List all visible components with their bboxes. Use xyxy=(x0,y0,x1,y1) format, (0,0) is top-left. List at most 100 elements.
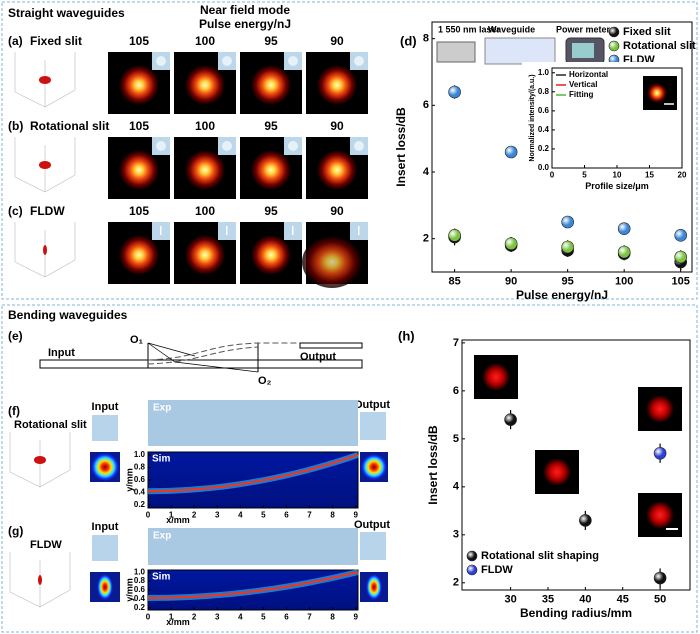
panel-frame xyxy=(1,304,698,633)
x-tick-label: 20 xyxy=(678,171,687,180)
legend-marker xyxy=(466,564,478,576)
point xyxy=(579,514,592,527)
point xyxy=(504,237,518,250)
legend-marker xyxy=(608,26,620,38)
energy-label: 105 xyxy=(129,34,149,48)
panel-label: (h) xyxy=(398,328,415,343)
header: Pulse energy/nJ xyxy=(199,17,291,31)
input-label: Input xyxy=(48,347,75,359)
y-tick-label: 2 xyxy=(423,233,429,245)
point xyxy=(504,413,517,426)
input-mode-spot xyxy=(91,453,119,481)
point xyxy=(448,229,461,242)
x-tick-label: 5 xyxy=(582,171,587,180)
x-tick-label: 9 xyxy=(353,613,358,622)
mode-spot xyxy=(317,150,357,190)
x-tick-label: 4 xyxy=(238,613,243,622)
end-face-mark xyxy=(288,56,298,66)
x-tick-label: 9 xyxy=(353,511,358,520)
x-tick-label: 2 xyxy=(192,613,197,622)
point xyxy=(448,85,461,99)
mode-spot xyxy=(119,235,159,275)
y-tick-label: 1.0 xyxy=(538,68,550,77)
y-axis-label: Insert loss/dB xyxy=(394,107,408,187)
y-tick-label: 0.0 xyxy=(538,163,550,172)
radius-lines xyxy=(147,342,259,373)
output-face xyxy=(360,412,386,440)
energy-label: 95 xyxy=(264,204,278,218)
x-tick-label: 8 xyxy=(330,613,335,622)
energy-label: 90 xyxy=(330,34,344,48)
x-tick-label: 100 xyxy=(615,276,633,288)
x-tick-label: 6 xyxy=(284,511,289,520)
x-tick-label: 50 xyxy=(654,594,666,606)
legend-marker xyxy=(608,40,620,52)
mode-spot xyxy=(185,150,225,190)
legend-marker xyxy=(466,550,478,562)
center-label: O₁ xyxy=(130,334,144,346)
end-face-mark xyxy=(160,226,162,235)
y-tick-label: 1.0 xyxy=(134,567,146,576)
y-tick-label: 0.4 xyxy=(134,488,146,497)
x-tick-label: 8 xyxy=(330,511,335,520)
row-name: FLDW xyxy=(30,539,62,551)
x-tick-label: 3 xyxy=(215,613,220,622)
panel-label: (e) xyxy=(8,329,23,343)
section-title: Bending waveguides xyxy=(8,308,128,322)
waveguide-end xyxy=(299,342,363,349)
y-tick-label: 0.8 xyxy=(134,576,146,585)
x-axis-label: Profile size/μm xyxy=(585,181,649,191)
y-tick-label: 4 xyxy=(453,481,460,493)
x-tick-label: 15 xyxy=(645,171,654,180)
y-axis-label: Insert loss/dB xyxy=(426,425,440,505)
point xyxy=(653,571,667,585)
y-axis-label: y/mm xyxy=(124,578,134,602)
mode-spot xyxy=(251,235,291,275)
end-face-mark xyxy=(222,56,232,66)
y-tick-label: 5 xyxy=(453,433,459,445)
y-tick-label: 6 xyxy=(453,385,459,397)
x-tick-label: 90 xyxy=(505,276,517,288)
input-face xyxy=(92,535,118,561)
legend-label: Rotational slit shaping xyxy=(481,550,599,562)
legend-label: Rotational slit xyxy=(623,40,696,52)
row-name: FLDW xyxy=(30,204,65,218)
x-tick-label: 7 xyxy=(307,511,312,520)
point xyxy=(561,240,574,254)
inset-spot xyxy=(647,83,667,103)
energy-label: 100 xyxy=(195,34,215,48)
energy-label: 95 xyxy=(264,34,278,48)
mode-spot xyxy=(646,395,674,423)
output-mode-spot xyxy=(361,454,387,480)
y-tick-label: 0.4 xyxy=(134,594,146,603)
y-tick-label: 7 xyxy=(453,337,459,349)
panel-label: (a) xyxy=(8,34,23,48)
header: Near field mode xyxy=(200,3,290,17)
point xyxy=(617,222,631,235)
legend-label: Vertical xyxy=(569,80,597,89)
exp-image xyxy=(148,528,358,565)
row-name: Fixed slit xyxy=(30,34,82,48)
mode-spot xyxy=(482,363,510,391)
x-tick-label: 1 xyxy=(169,613,174,622)
y-tick-label: 0.6 xyxy=(134,475,146,484)
energy-label: 90 xyxy=(330,204,344,218)
output-label: Output xyxy=(354,399,390,411)
plot-frame xyxy=(431,21,693,273)
end-face-mark xyxy=(288,141,298,151)
input-label: Input xyxy=(92,401,119,413)
end-face-mark xyxy=(222,141,232,151)
x-axis-label: Pulse energy/nJ xyxy=(516,288,608,302)
output-face xyxy=(360,532,386,560)
x-tick-label: 7 xyxy=(307,613,312,622)
y-tick-label: 0.2 xyxy=(134,603,146,612)
sim-label: Sim xyxy=(152,572,170,583)
x-axis-label: x/mm xyxy=(166,515,190,525)
plot-frame xyxy=(461,339,691,591)
y-tick-label: 3 xyxy=(453,529,459,541)
section-title: Straight waveguides xyxy=(8,6,125,20)
x-tick-label: 2 xyxy=(192,511,197,520)
y-tick-label: 6 xyxy=(423,99,429,111)
mode-spot xyxy=(119,150,159,190)
y-tick-label: 1.0 xyxy=(134,450,146,459)
